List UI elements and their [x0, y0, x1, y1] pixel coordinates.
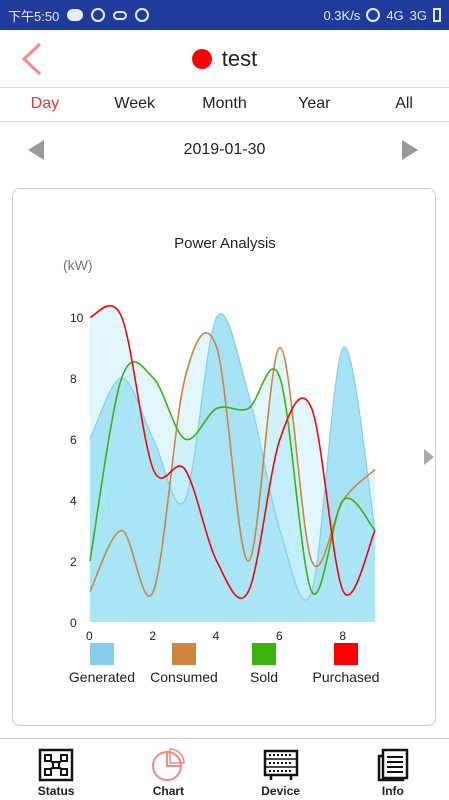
- legend-label-generated: Generated: [68, 669, 136, 685]
- device-icon: [263, 749, 298, 780]
- series-line-generated: [89, 313, 376, 601]
- legend-swatch-purchased: [334, 643, 358, 665]
- info-icon: [377, 748, 409, 782]
- chart-card: 0 2 4 6 8 10 0 2 4 6 8 Power Analysis (kW) Generat…: [12, 188, 436, 726]
- previous-date-icon[interactable]: [24, 138, 48, 162]
- network-indicator-1: 4G: [386, 7, 404, 23]
- status-time: 下午5:50: [8, 8, 60, 24]
- tab-week[interactable]: Week: [114, 95, 155, 112]
- y-tick-4: 4: [70, 494, 77, 508]
- nav-chart[interactable]: Chart: [112, 739, 224, 800]
- tab-day[interactable]: Day: [30, 95, 60, 112]
- x-tick-0: 0: [86, 629, 93, 643]
- message-icon: [135, 8, 150, 22]
- legend-consumed: Consumed: [139, 643, 229, 687]
- nav-label-status: Status: [37, 784, 75, 798]
- tab-all[interactable]: All: [395, 95, 413, 112]
- nav-label-chart: Chart: [152, 784, 185, 798]
- y-tick-0: 0: [70, 616, 77, 630]
- network-indicator-2: 3G: [409, 7, 427, 23]
- x-tick-8: 8: [339, 629, 346, 643]
- bottom-navigation: Status Chart Device I: [0, 738, 449, 800]
- page-title: test: [221, 45, 258, 71]
- legend-sold: Sold: [219, 643, 309, 687]
- legend-generated: Generated: [57, 643, 147, 687]
- nav-label-device: Device: [261, 784, 300, 798]
- legend-swatch-sold: [252, 643, 276, 665]
- nav-device[interactable]: Device: [225, 739, 337, 800]
- x-tick-4: 4: [213, 629, 220, 643]
- x-tick-6: 6: [276, 629, 283, 643]
- nav-info[interactable]: Info: [337, 739, 449, 800]
- chart-next-icon[interactable]: [423, 448, 435, 466]
- chart-legend: Generated Consumed Sold Purchased: [13, 643, 437, 693]
- nav-status[interactable]: Status: [0, 739, 112, 800]
- period-tabs: Day Week Month Year All: [0, 88, 449, 122]
- series-line-purchased: [89, 305, 376, 599]
- notification-icon: [91, 8, 106, 22]
- series-area-purchased: [90, 305, 375, 622]
- y-tick-2: 2: [70, 555, 77, 569]
- legend-label-sold: Sold: [249, 669, 279, 685]
- y-tick-10: 10: [70, 311, 84, 325]
- cloud-icon: [113, 10, 128, 20]
- status-dot: [191, 48, 212, 69]
- y-tick-8: 8: [70, 372, 77, 386]
- back-arrow-icon[interactable]: [14, 40, 50, 78]
- series-line-consumed: [89, 332, 376, 597]
- pie-chart-icon: [152, 748, 186, 781]
- wechat-icon: [67, 9, 84, 21]
- nav-label-info: Info: [381, 784, 404, 798]
- net-speed: 0.3K/s: [323, 7, 361, 23]
- title-wrap: test: [191, 45, 258, 72]
- legend-swatch-consumed: [172, 643, 196, 665]
- status-bar: 下午5:50 0.3K/s 4G 3G: [0, 0, 449, 30]
- next-date-icon[interactable]: [398, 138, 422, 162]
- y-tick-6: 6: [70, 433, 77, 447]
- chart-title: Power Analysis: [174, 235, 276, 252]
- battery-icon: [433, 8, 441, 22]
- y-axis-unit: (kW): [63, 257, 93, 273]
- legend-swatch-generated: [90, 643, 114, 665]
- date-navigation: 2019-01-30: [0, 130, 449, 170]
- series-line-sold: [89, 361, 376, 595]
- status-icon: [38, 748, 74, 782]
- power-chart: 0 2 4 6 8 10 0 2 4 6 8: [70, 305, 376, 643]
- legend-label-consumed: Consumed: [150, 669, 218, 685]
- legend-label-purchased: Purchased: [312, 669, 380, 685]
- current-date: 2019-01-30: [183, 141, 266, 158]
- app-bar: test: [0, 30, 449, 88]
- x-tick-2: 2: [149, 629, 156, 643]
- tab-year[interactable]: Year: [298, 95, 331, 112]
- legend-purchased: Purchased: [301, 643, 391, 687]
- tab-month[interactable]: Month: [202, 95, 247, 112]
- alarm-icon: [366, 8, 381, 22]
